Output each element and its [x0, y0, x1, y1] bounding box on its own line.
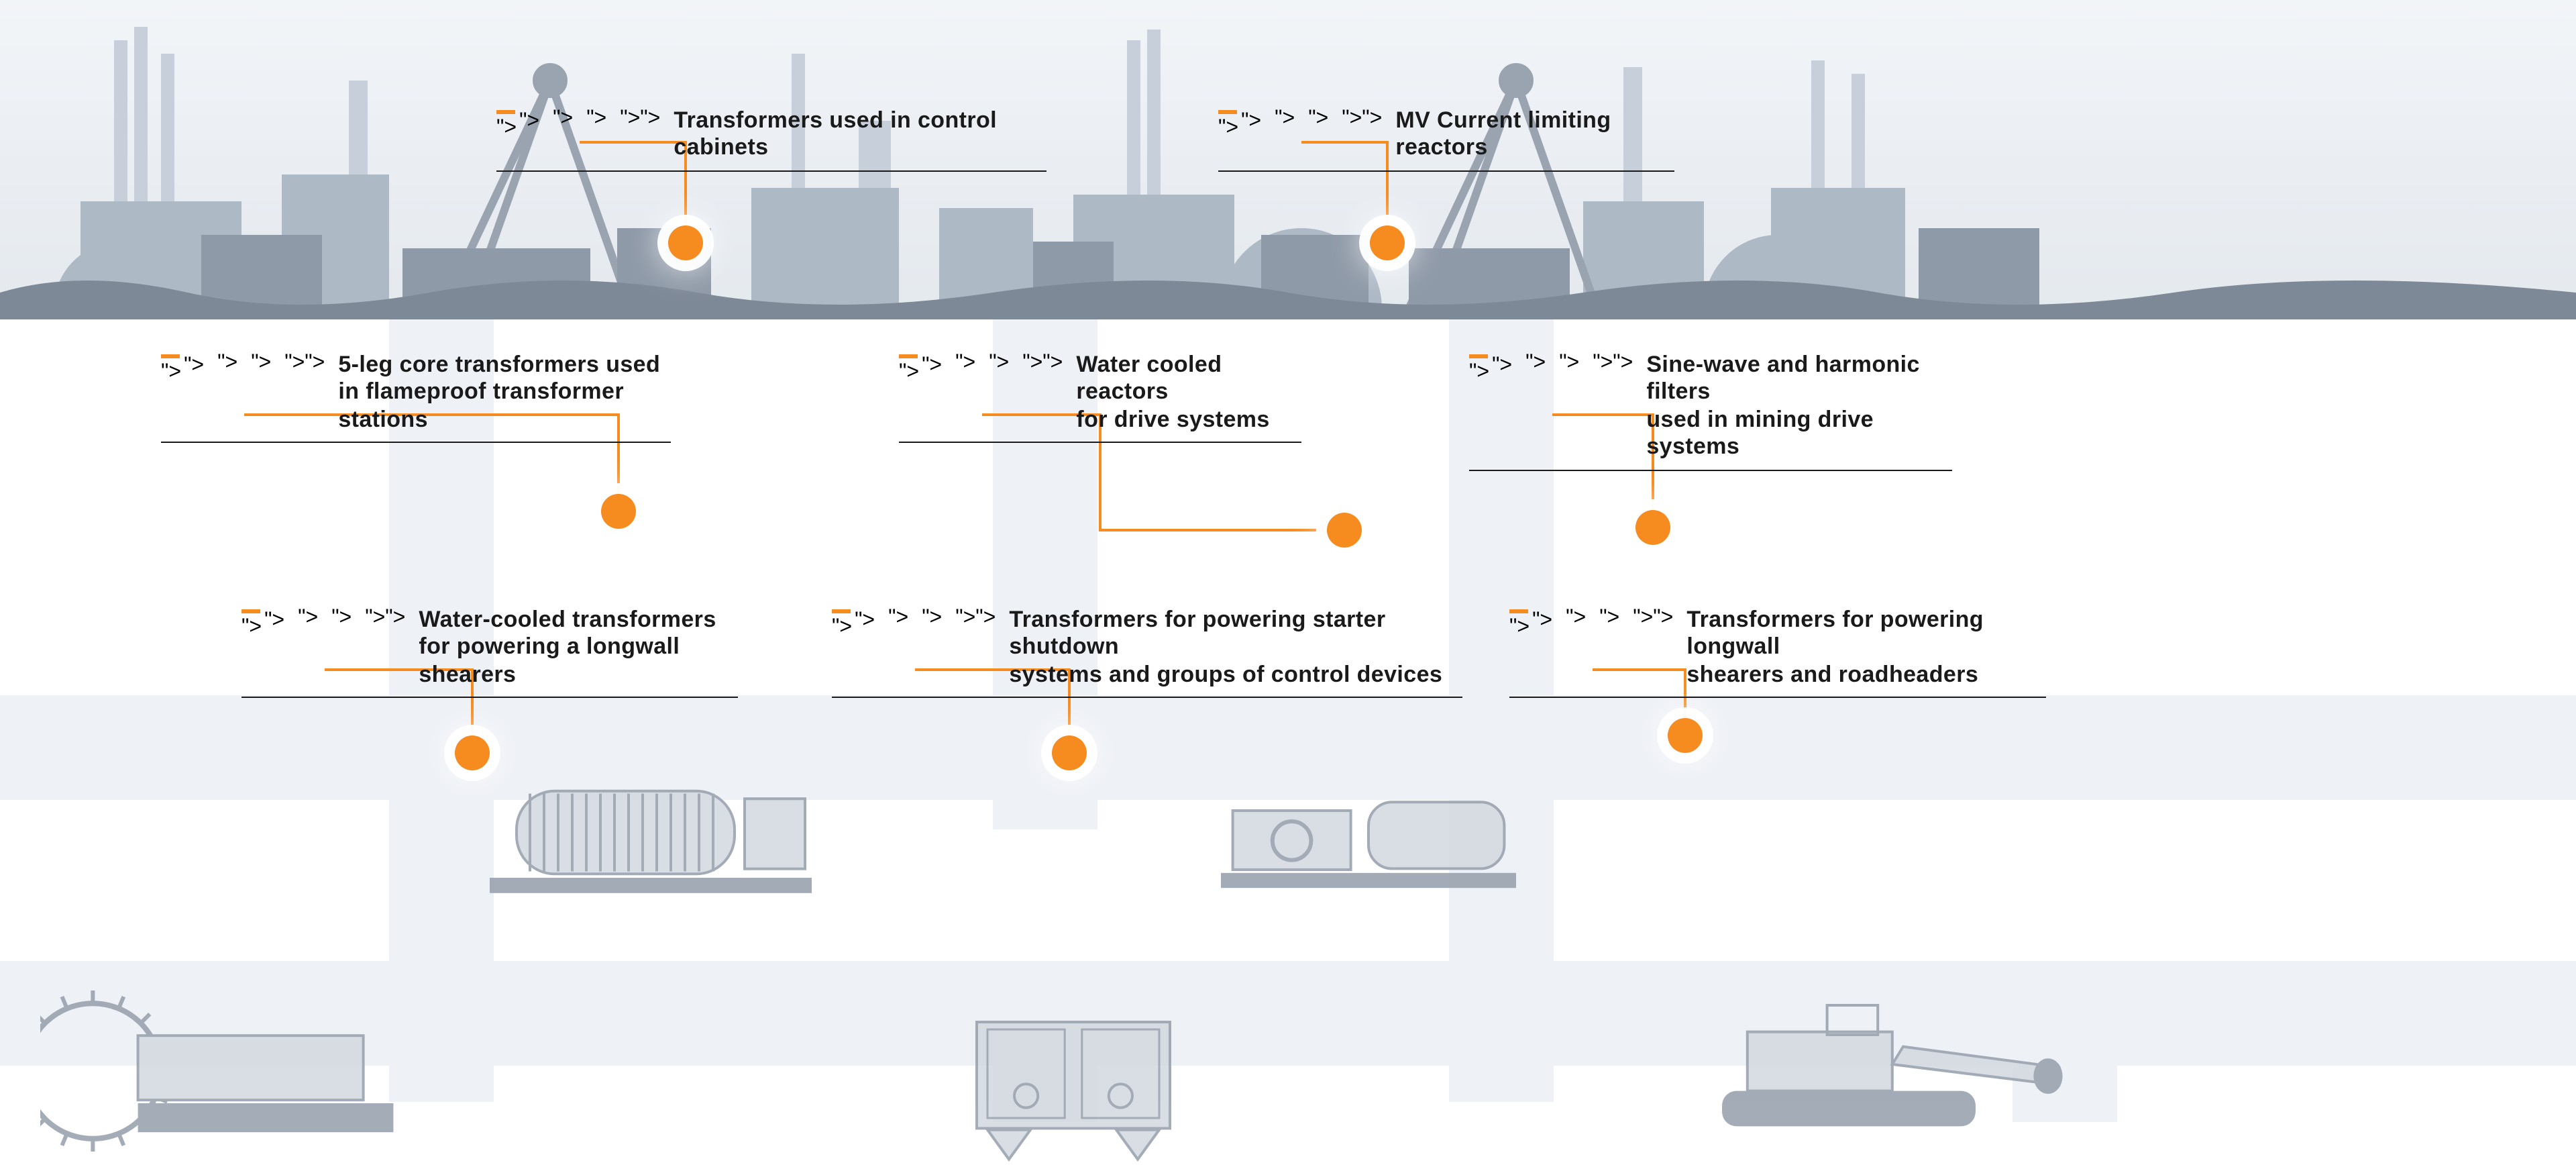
label-longwall-roadheaders: ">">">">">"> Transformers for powering l…: [1509, 607, 2046, 698]
label-text: Water-cooled transformers for powering a…: [419, 607, 738, 689]
label-text: Water cooled reactors for drive systems: [1076, 352, 1301, 434]
equipment-roadheader: [1704, 990, 2066, 1138]
label-text: Transformers for powering longwall shear…: [1686, 607, 2046, 689]
hotspot-five-leg-core[interactable]: [601, 494, 636, 529]
infographic-stage: ">"> ">"> ">"> Transformers used in contro…: [0, 0, 2576, 1102]
hotspot-water-cooled-reactors[interactable]: [1327, 513, 1362, 548]
hotspot-water-cooled-transformers[interactable]: [455, 735, 490, 770]
equipment-control-box: [966, 1015, 1181, 1162]
label-underline: [161, 442, 671, 443]
label-badge-icon: ">">: [832, 607, 875, 640]
label-water-cooled-reactors: ">">">">">"> Water cooled reactors for d…: [899, 352, 1301, 443]
label-water-cooled-transformers: ">">">">">"> Water-cooled transformers f…: [241, 607, 738, 698]
label-badge-icon: ">">: [899, 352, 942, 385]
label-badge-icon: ">">: [1509, 607, 1552, 640]
label-control-cabinets: ">">">">">"> Transformers used in contro…: [496, 107, 1046, 172]
hotspot-longwall-roadheaders[interactable]: [1668, 718, 1703, 753]
label-underline: [832, 697, 1462, 698]
label-text: Sine-wave and harmonic filters used in m…: [1646, 352, 1952, 461]
hotspot-starter-shutdown[interactable]: [1052, 735, 1087, 770]
label-sine-wave-filters: ">">">">">"> Sine-wave and harmonic filt…: [1469, 352, 1952, 470]
label-underline: [1469, 469, 1952, 470]
label-starter-shutdown: ">">">">">"> Transformers for powering s…: [832, 607, 1462, 698]
hotspot-sine-wave-filters[interactable]: [1635, 510, 1670, 545]
label-underline: [899, 442, 1301, 443]
label-underline: [241, 697, 738, 698]
hotspot-mv-reactors[interactable]: [1370, 225, 1405, 260]
label-badge-icon: ">">: [241, 607, 284, 640]
label-underline: [496, 170, 1046, 172]
label-underline: [1218, 170, 1674, 172]
tunnel-segment: [0, 695, 2576, 800]
label-badge-icon: ">">: [496, 107, 539, 141]
equipment-shearer-left: [40, 990, 416, 1152]
label-badge-icon: ">">: [1469, 352, 1512, 385]
hotspot-control-cabinets[interactable]: [668, 225, 703, 260]
label-underline: [1509, 697, 2046, 698]
label-text: Transformers used in control cabinets: [674, 107, 1046, 162]
label-badge-icon: ">">: [1218, 107, 1261, 141]
label-badge-icon: ">">: [161, 352, 204, 385]
label-text: MV Current limiting reactors: [1395, 107, 1674, 162]
label-text: 5-leg core transformers used in flamepro…: [338, 352, 671, 434]
label-mv-reactors: ">">">">">"> MV Current limiting reactor…: [1218, 107, 1674, 172]
equipment-transformer-station: [483, 776, 818, 903]
label-text: Transformers for powering starter shutdo…: [1009, 607, 1462, 689]
equipment-drive-unit: [1221, 789, 1516, 897]
label-five-leg-core: ">">">">">"> 5-leg core transformers use…: [161, 352, 671, 443]
